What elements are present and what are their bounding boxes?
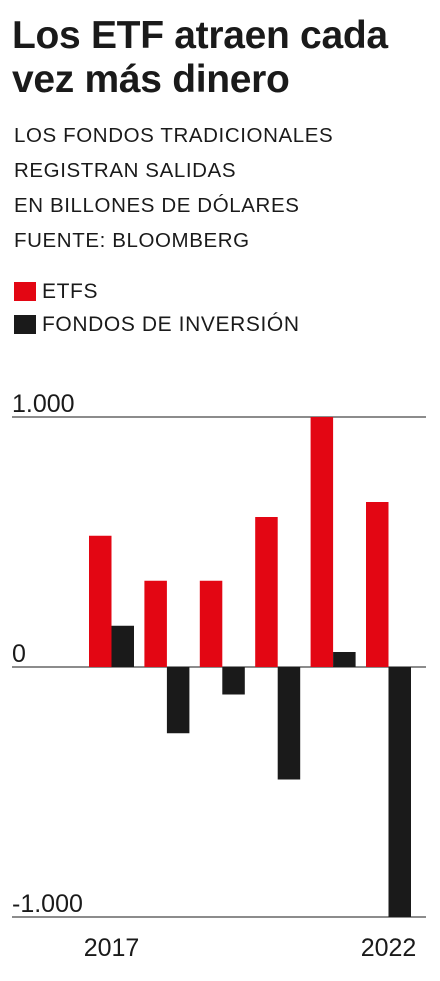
bar-fondos — [222, 667, 245, 695]
bar-etfs — [89, 535, 112, 667]
legend-swatch-etfs — [14, 282, 36, 301]
legend-swatch-fondos — [14, 315, 36, 334]
x-tick-label: 2017 — [84, 934, 140, 962]
legend-label-etfs: ETFS — [42, 279, 99, 303]
y-tick-label: 1.000 — [12, 390, 75, 418]
bar-etfs — [366, 502, 389, 667]
chart-legend: ETFS FONDOS DE INVERSIÓN — [14, 276, 300, 342]
bar-fondos — [333, 652, 356, 667]
source-note: FUENTE: BLOOMBERG — [14, 229, 250, 252]
bar-etfs — [255, 517, 278, 667]
legend-label-fondos: FONDOS DE INVERSIÓN — [42, 312, 300, 336]
legend-item-fondos: FONDOS DE INVERSIÓN — [14, 309, 300, 340]
bar-fondos — [111, 625, 134, 667]
chart-subtitle: LOS FONDOS TRADICIONALES REGISTRAN SALID… — [14, 118, 434, 258]
y-tick-label: 0 — [12, 640, 26, 668]
bar-fondos — [166, 667, 190, 734]
y-tick-label: -1.000 — [12, 890, 83, 918]
x-tick-label: 2022 — [361, 934, 417, 962]
subtitle-line: EN BILLONES DE DÓLARES — [14, 194, 300, 217]
bar-etfs — [199, 580, 223, 667]
subtitle-line: REGISTRAN SALIDAS — [14, 159, 237, 182]
chart-title: Los ETF atraen cada vez más dinero — [12, 14, 388, 101]
bar-etfs — [310, 417, 334, 667]
bar-fondos — [388, 667, 411, 917]
subtitle-line: LOS FONDOS TRADICIONALES — [14, 124, 334, 147]
bar-etfs — [144, 580, 167, 667]
bar-fondos — [277, 667, 301, 780]
legend-item-etfs: ETFS — [14, 276, 300, 307]
